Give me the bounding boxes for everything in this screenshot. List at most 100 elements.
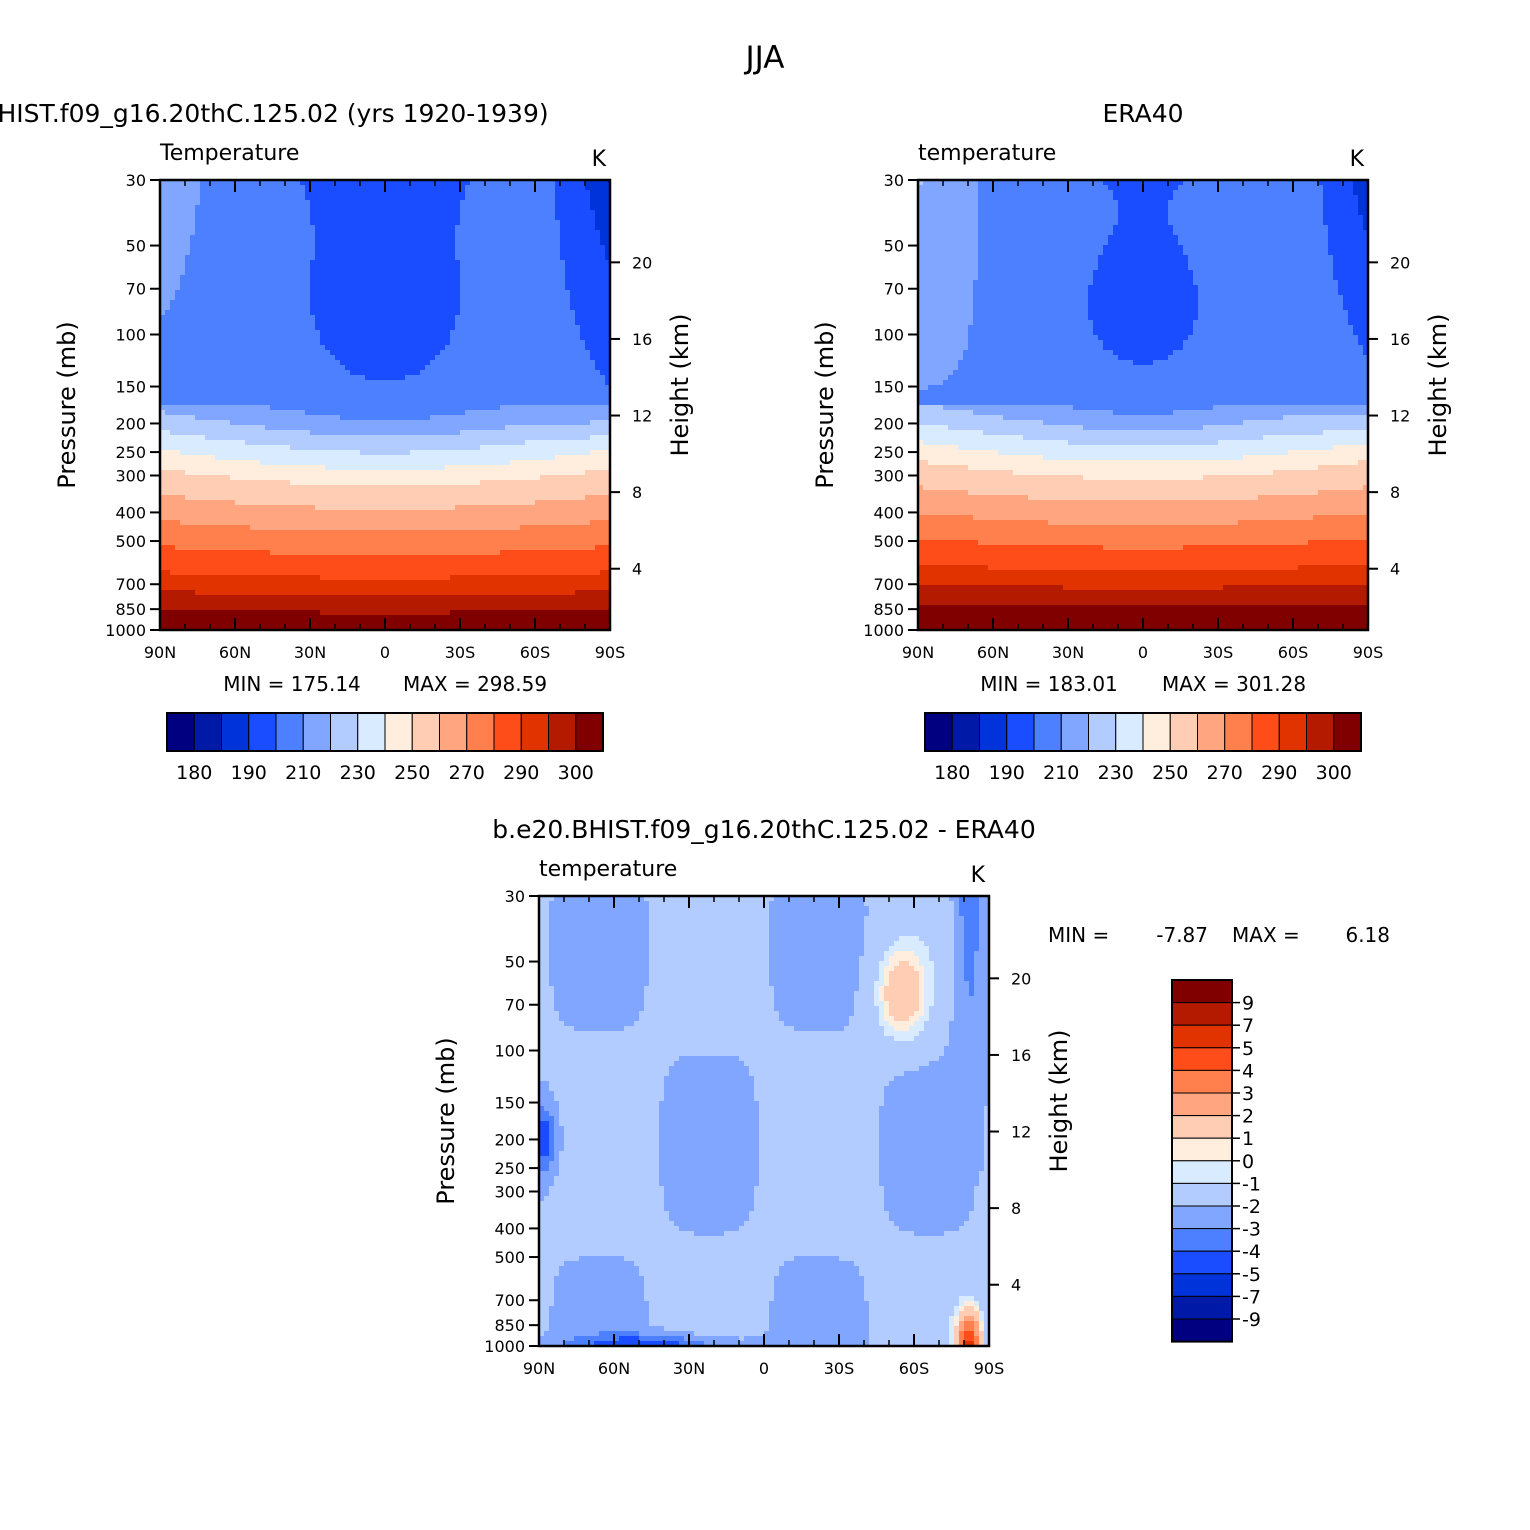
contour-cell [215, 505, 221, 511]
contour-cell [435, 340, 441, 346]
contour-cell [365, 455, 371, 461]
contour-cell [290, 535, 296, 541]
contour-cell [380, 555, 386, 561]
contour-cell [170, 220, 176, 226]
contour-cell [315, 215, 321, 221]
contour-cell [215, 515, 221, 521]
contour-cell [315, 290, 321, 296]
contour-cell [400, 550, 406, 556]
contour-cell [310, 285, 316, 291]
contour-cell [235, 420, 241, 426]
contour-cell [430, 510, 436, 516]
contour-cell [365, 590, 371, 596]
contour-cell [360, 355, 366, 361]
contour-cell [385, 410, 391, 416]
contour-cell [270, 275, 276, 281]
contour-cell [185, 340, 191, 346]
contour-cell [245, 265, 251, 271]
contour-cell [200, 390, 206, 396]
contour-cell [370, 375, 376, 381]
contour-cell [305, 480, 311, 486]
contour-cell [255, 260, 261, 266]
contour-cell [370, 430, 376, 436]
contour-cell [170, 565, 176, 571]
contour-cell [340, 495, 346, 501]
contour-cell [250, 585, 256, 591]
contour-cell [185, 235, 191, 241]
contour-cell [305, 530, 311, 536]
contour-cell [415, 255, 421, 261]
contour-cell [380, 590, 386, 596]
contour-cell [395, 200, 401, 206]
contour-cell [325, 585, 331, 591]
contour-cell [215, 195, 221, 201]
contour-cell [355, 380, 361, 386]
contour-cell [185, 185, 191, 191]
contour-cell [165, 250, 171, 256]
contour-cell [205, 555, 211, 561]
contour-cell [410, 540, 416, 546]
contour-cell [205, 275, 211, 281]
contour-cell [375, 460, 381, 466]
contour-cell [400, 275, 406, 281]
contour-cell [355, 325, 361, 331]
contour-cell [325, 260, 331, 266]
contour-cell [310, 250, 316, 256]
contour-cell [310, 455, 316, 461]
contour-cell [380, 450, 386, 456]
contour-cell [345, 265, 351, 271]
contour-cell [395, 330, 401, 336]
contour-cell [280, 280, 286, 286]
contour-cell [435, 345, 441, 351]
contour-cell [340, 435, 346, 441]
contour-cell [380, 455, 386, 461]
contour-cell [270, 300, 276, 306]
contour-cell [160, 330, 166, 336]
contour-cell [240, 505, 246, 511]
contour-cell [320, 205, 326, 211]
contour-cell [345, 575, 351, 581]
contour-cell [375, 545, 381, 551]
contour-cell [225, 470, 231, 476]
contour-cell [210, 380, 216, 386]
contour-cell [380, 410, 386, 416]
contour-cell [255, 205, 261, 211]
contour-cell [285, 365, 291, 371]
contour-cell [305, 605, 311, 611]
contour-cell [240, 400, 246, 406]
contour-cell [405, 455, 411, 461]
contour-cell [360, 445, 366, 451]
contour-cell [295, 185, 301, 191]
contour-cell [160, 320, 166, 326]
contour-cell [420, 310, 426, 316]
contour-cell [285, 210, 291, 216]
contour-cell [225, 215, 231, 221]
contour-cell [370, 275, 376, 281]
contour-cell [295, 460, 301, 466]
contour-cell [385, 185, 391, 191]
contour-cell [165, 295, 171, 301]
contour-cell [165, 390, 171, 396]
contour-cell [415, 620, 421, 626]
contour-cell [225, 345, 231, 351]
contour-cell [200, 210, 206, 216]
contour-cell [295, 450, 301, 456]
contour-cell [215, 545, 221, 551]
contour-cell [225, 255, 231, 261]
contour-cell [185, 540, 191, 546]
contour-cell [255, 190, 261, 196]
contour-cell [225, 620, 231, 626]
contour-cell [415, 365, 421, 371]
contour-cell [315, 550, 321, 556]
contour-cell [190, 570, 196, 576]
contour-cell [235, 235, 241, 241]
contour-cell [355, 490, 361, 496]
contour-cell [245, 430, 251, 436]
contour-cell [165, 375, 171, 381]
contour-cell [390, 510, 396, 516]
contour-cell [285, 315, 291, 321]
contour-cell [365, 270, 371, 276]
contour-cell [190, 360, 196, 366]
contour-cell [195, 235, 201, 241]
contour-cell [200, 490, 206, 496]
